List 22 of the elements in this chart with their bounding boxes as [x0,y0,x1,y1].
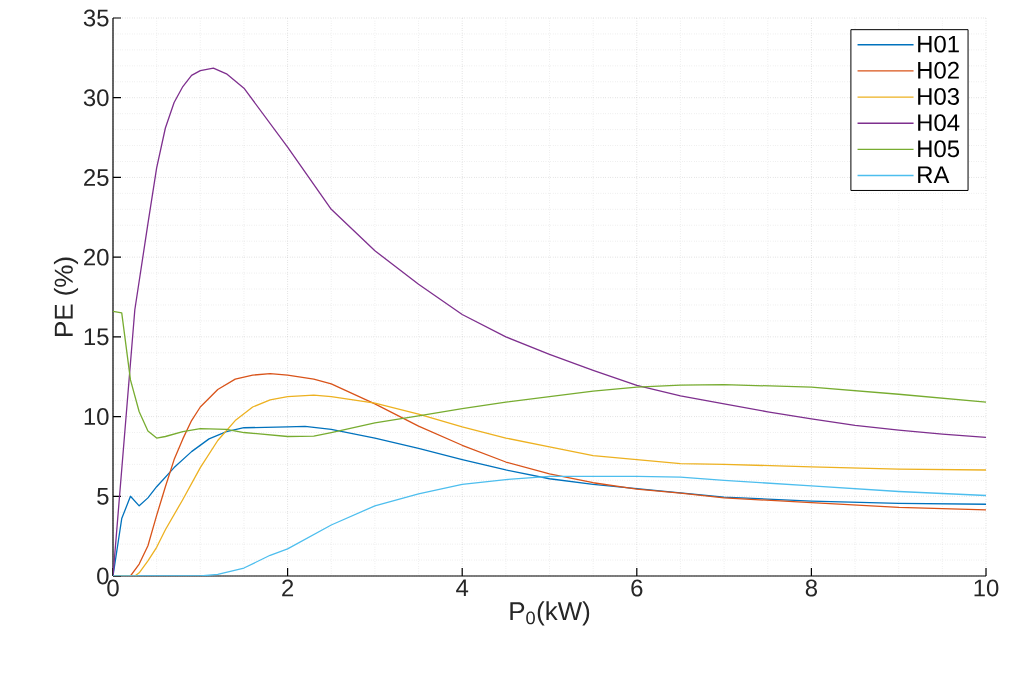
x-tick-label: 8 [805,579,818,597]
y-tick-label: 25 [84,168,109,186]
x-axis-title: P$_{0}$(kW) [510,601,590,626]
y-tick-label: 5 [97,487,109,505]
legend-label: H05 [918,140,960,158]
y-tick-label: 0 [97,567,109,585]
x-tick-label: 6 [631,579,643,597]
y-tick-label: 15 [84,328,109,346]
x-tick-label: 4 [456,579,469,596]
legend-label: H04 [918,114,960,132]
x-tick-label: 2 [282,579,294,597]
y-tick-label: 35 [83,9,109,27]
line-series [113,310,987,439]
legend-label: H03 [918,88,959,105]
legend-label: H02 [918,61,959,79]
y-tick-label: 10 [84,408,109,426]
legend-label: RA [918,166,950,183]
legend-label: H01 [918,35,959,53]
x-tick-label: 10 [974,579,999,597]
y-tick-label: 30 [83,89,109,107]
y-axis-title: PE (%) [53,257,79,336]
y-tick-label: 20 [84,248,109,266]
